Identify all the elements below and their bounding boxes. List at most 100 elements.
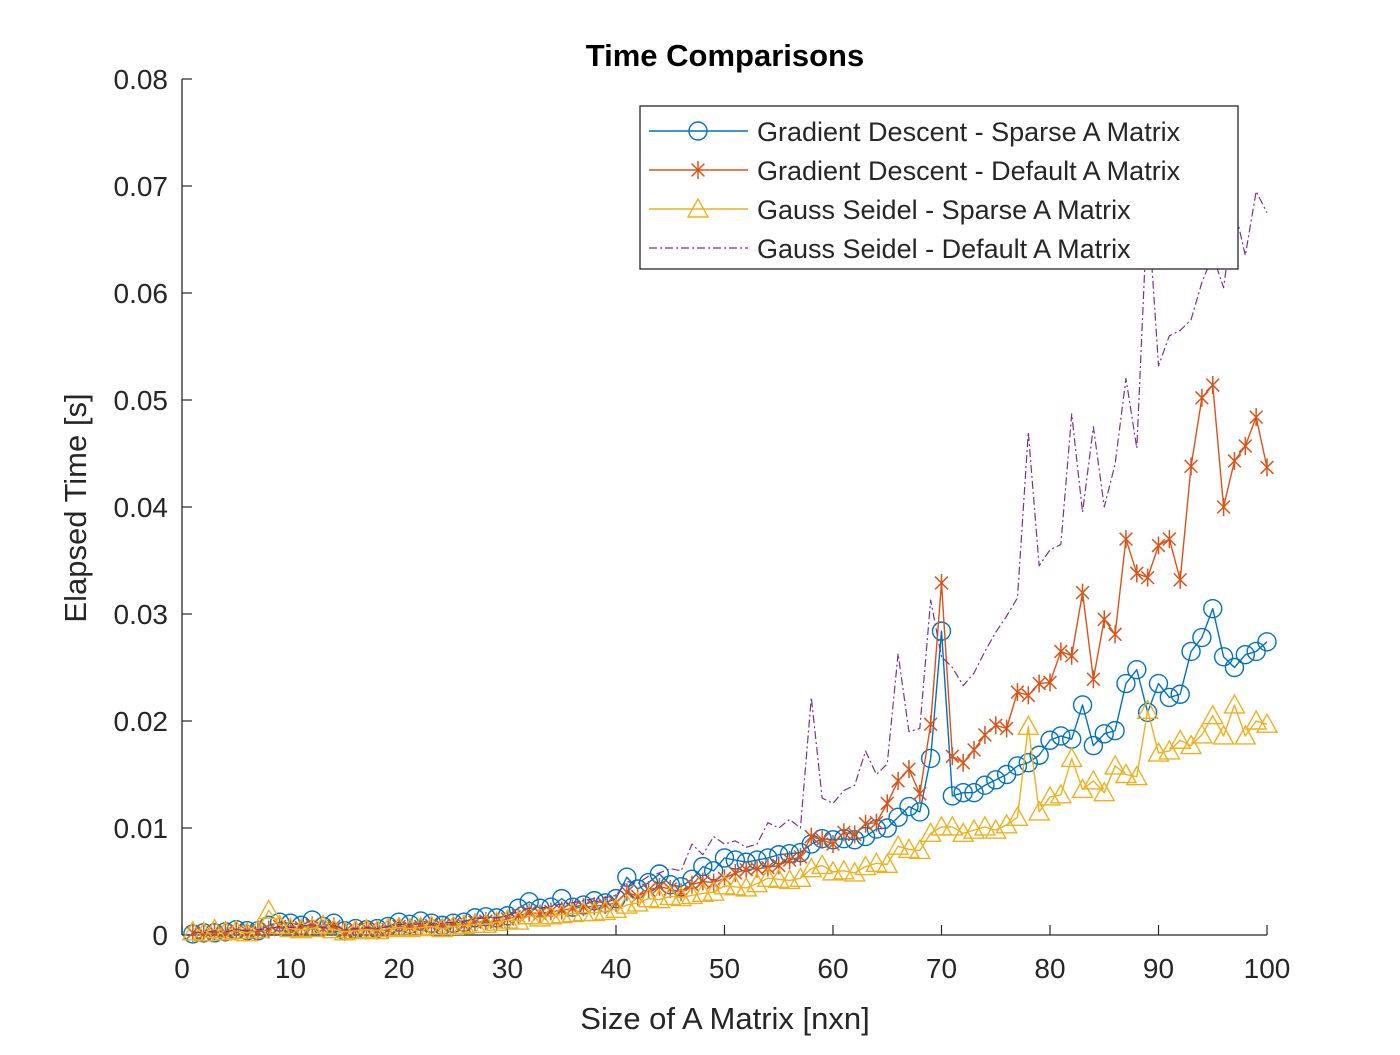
asterisk-stroke — [739, 862, 754, 877]
data-point — [1103, 754, 1127, 775]
asterisk-stroke — [847, 827, 862, 842]
data-point — [986, 770, 1006, 790]
asterisk-stroke — [1021, 688, 1036, 703]
data-point — [891, 771, 906, 790]
data-point — [886, 834, 910, 855]
data-point — [1018, 753, 1039, 773]
data-point — [435, 917, 450, 936]
legend-marker — [686, 197, 710, 218]
asterisk-stroke — [1227, 454, 1242, 468]
data-point — [1140, 568, 1155, 587]
asterisk-stroke — [880, 796, 895, 811]
data-point — [496, 908, 519, 929]
data-point — [869, 813, 884, 832]
y-tick-label: 0.02 — [114, 706, 169, 737]
data-point — [756, 866, 780, 887]
data-point — [1075, 583, 1090, 602]
asterisk-stroke — [1238, 439, 1253, 453]
data-point — [1029, 745, 1049, 765]
data-point — [257, 898, 280, 920]
x-tick-label: 20 — [383, 953, 414, 984]
data-point — [1201, 704, 1224, 725]
data-point — [355, 918, 378, 939]
x-tick-label: 70 — [926, 953, 957, 984]
data-point — [923, 715, 938, 734]
data-point — [402, 918, 417, 937]
data-point — [1255, 712, 1279, 733]
data-point — [800, 857, 823, 878]
data-point — [1227, 451, 1242, 470]
asterisk-stroke — [1064, 648, 1079, 663]
data-point — [203, 918, 226, 939]
asterisk-stroke — [691, 163, 705, 177]
data-point — [659, 885, 682, 906]
data-point — [880, 794, 895, 813]
data-point — [739, 860, 754, 879]
data-point — [1053, 642, 1068, 661]
data-point — [1181, 641, 1201, 662]
y-tick-label: 0.07 — [114, 171, 169, 202]
asterisk-stroke — [1140, 570, 1155, 585]
asterisk-stroke — [1194, 390, 1209, 405]
asterisk-stroke — [858, 816, 873, 831]
data-point — [877, 818, 897, 838]
asterisk-stroke — [402, 920, 417, 935]
data-point — [912, 784, 927, 803]
data-point — [1244, 709, 1268, 730]
asterisk-stroke — [1032, 676, 1047, 691]
data-point — [1162, 530, 1177, 549]
legend-label: Gauss Seidel - Default A Matrix — [757, 234, 1131, 264]
data-point — [1021, 686, 1036, 705]
asterisk-stroke — [988, 718, 1003, 733]
asterisk-stroke — [1173, 572, 1188, 587]
asterisk-stroke — [782, 853, 797, 868]
data-point — [888, 807, 908, 827]
asterisk-stroke — [1205, 378, 1220, 392]
asterisk-stroke — [967, 742, 981, 757]
data-point — [942, 786, 963, 806]
chart-title: Time Comparisons — [586, 38, 865, 73]
data-point — [1159, 687, 1180, 708]
data-point — [1082, 769, 1105, 790]
asterisk-stroke — [326, 919, 341, 934]
data-point — [1213, 647, 1234, 667]
asterisk-stroke — [934, 576, 949, 590]
asterisk-stroke — [261, 922, 276, 937]
data-point — [463, 912, 487, 933]
asterisk-stroke — [1216, 500, 1231, 514]
asterisk-stroke — [977, 727, 992, 742]
data-point — [507, 909, 530, 930]
data-point — [702, 880, 725, 901]
asterisk-stroke — [771, 858, 786, 873]
asterisk-stroke — [750, 861, 764, 876]
asterisk-stroke — [793, 849, 808, 864]
x-tick-label: 50 — [709, 953, 740, 984]
asterisk-stroke — [1108, 627, 1123, 642]
y-tick-label: 0.06 — [114, 278, 169, 309]
data-point — [984, 818, 1007, 839]
data-point — [1017, 714, 1040, 736]
data-point — [311, 913, 335, 935]
data-point — [847, 825, 862, 844]
data-point — [1234, 724, 1257, 745]
data-point — [854, 855, 877, 876]
y-tick-label: 0.03 — [114, 599, 169, 630]
data-point — [1212, 724, 1235, 745]
data-point — [604, 897, 628, 919]
data-point — [637, 887, 660, 908]
data-point — [902, 760, 916, 779]
data-point — [1040, 730, 1060, 750]
data-point — [1158, 739, 1181, 760]
data-point — [782, 851, 797, 870]
data-point — [988, 716, 1003, 735]
data-point — [1027, 800, 1051, 821]
data-point — [1083, 735, 1104, 756]
data-point — [1179, 734, 1203, 755]
data-point — [1203, 598, 1223, 619]
data-point — [268, 913, 291, 935]
data-point — [1151, 536, 1166, 555]
data-point — [626, 891, 649, 912]
axes: 0 10 20 30 40 50 60 70 80 90 100 0 0.01 0.02 0.03 0.04 0… — [114, 64, 1291, 984]
x-tick-label: 10 — [275, 953, 306, 984]
